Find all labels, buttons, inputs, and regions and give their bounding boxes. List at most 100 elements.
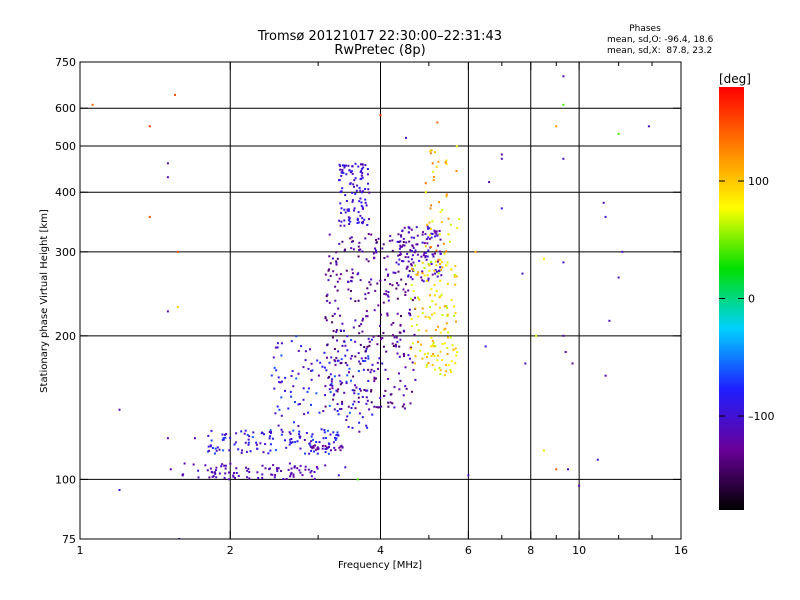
data-point [415, 243, 418, 246]
data-point [355, 386, 358, 389]
data-point [357, 370, 360, 373]
data-point [455, 145, 458, 148]
data-point [429, 306, 432, 309]
data-point [224, 436, 227, 439]
data-point [484, 345, 487, 348]
data-point [293, 421, 295, 424]
data-point [339, 380, 342, 383]
data-point [337, 434, 340, 437]
data-point [362, 360, 365, 362]
data-point [370, 390, 372, 393]
data-point [332, 398, 335, 401]
data-point [371, 413, 374, 416]
data-point [361, 206, 364, 209]
data-point [326, 343, 329, 346]
data-point [288, 462, 291, 465]
data-point [409, 314, 412, 317]
data-point [428, 238, 431, 241]
data-point [396, 352, 399, 355]
data-point [326, 356, 328, 359]
data-point [276, 470, 279, 473]
data-point [377, 367, 379, 370]
data-point [332, 330, 335, 332]
data-point [367, 368, 370, 371]
data-point [397, 254, 400, 257]
data-point [288, 443, 291, 446]
data-point [331, 257, 334, 260]
colorbar-tick-label: –100 [748, 410, 775, 423]
data-point [425, 280, 428, 283]
data-point [325, 295, 328, 298]
data-point [176, 250, 179, 253]
data-point [351, 389, 354, 392]
data-point [334, 360, 337, 363]
data-point [398, 372, 400, 375]
data-point [347, 288, 350, 291]
data-point [430, 204, 433, 207]
data-point [91, 103, 94, 106]
data-point [365, 396, 368, 399]
data-point [399, 244, 402, 247]
data-point [341, 322, 344, 325]
data-point [402, 241, 405, 243]
data-point [264, 467, 267, 470]
data-point [366, 168, 369, 170]
data-point [299, 447, 302, 450]
data-point [207, 434, 210, 437]
data-point [290, 467, 293, 470]
data-point [367, 380, 370, 382]
data-point [386, 314, 389, 317]
data-point [621, 250, 624, 253]
data-point [421, 241, 424, 244]
data-point [449, 336, 452, 339]
data-point [341, 446, 344, 449]
data-point [296, 440, 299, 443]
chart-title: Tromsø 20121017 22:30:00–22:31:43 [257, 29, 502, 44]
data-point [419, 349, 422, 352]
data-point [351, 268, 354, 271]
data-point [232, 475, 235, 478]
data-point [381, 337, 384, 339]
data-point [345, 380, 348, 383]
data-point [358, 200, 361, 203]
data-point [412, 269, 415, 272]
data-point [362, 368, 365, 371]
data-point [454, 283, 457, 286]
data-point [401, 260, 403, 263]
data-point [304, 350, 307, 353]
data-point [224, 464, 227, 467]
data-point [370, 368, 373, 371]
data-point [372, 252, 375, 255]
data-point [338, 446, 341, 449]
data-point [269, 449, 272, 452]
data-point [344, 354, 347, 357]
data-point [431, 273, 434, 276]
data-point [291, 441, 294, 444]
data-point [562, 157, 565, 160]
data-point [324, 317, 327, 320]
data-point [166, 162, 169, 165]
data-point [244, 441, 247, 444]
data-point [410, 284, 413, 287]
data-point [326, 293, 329, 296]
data-point [408, 240, 411, 243]
data-point [364, 350, 367, 353]
data-point [402, 394, 405, 397]
data-point [347, 281, 350, 283]
data-point [358, 412, 361, 415]
data-point [407, 275, 410, 278]
data-point [389, 234, 392, 237]
data-point [305, 432, 308, 434]
data-point [235, 472, 238, 474]
data-point [343, 224, 346, 227]
data-point [370, 233, 373, 236]
data-point [617, 276, 620, 279]
data-point [352, 403, 355, 406]
data-point [229, 436, 232, 439]
data-point [367, 357, 370, 360]
x-tick-label: 10 [572, 544, 586, 557]
data-point [331, 384, 334, 387]
data-point [542, 257, 545, 260]
data-point [274, 346, 277, 349]
data-point [421, 270, 424, 273]
